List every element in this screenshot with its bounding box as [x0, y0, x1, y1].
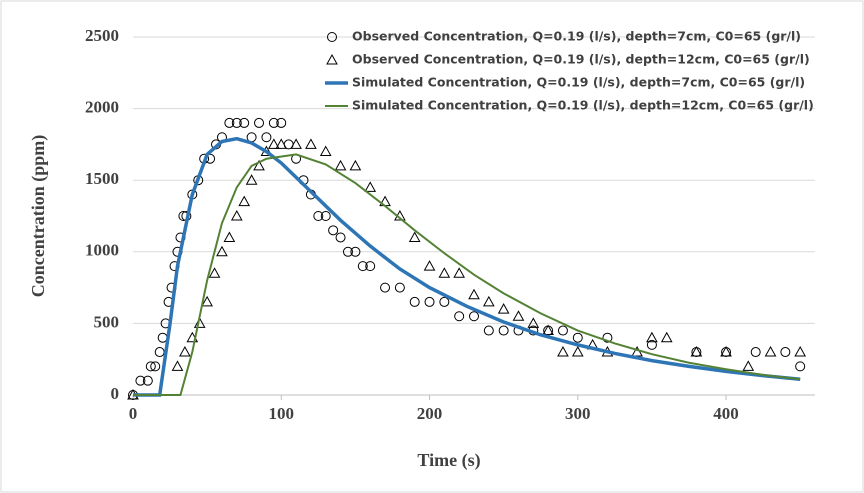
point: [350, 246, 361, 257]
point: [542, 324, 554, 336]
point: [780, 347, 791, 358]
point: [498, 325, 509, 336]
point: [142, 375, 153, 386]
point: [171, 360, 184, 371]
point: [357, 261, 368, 272]
point: [394, 282, 405, 293]
point: [497, 303, 510, 314]
point: [290, 138, 302, 149]
point: [364, 181, 377, 192]
point: [482, 295, 495, 307]
point: [571, 346, 584, 357]
point: [423, 260, 436, 271]
point: [319, 145, 332, 157]
point: [349, 159, 362, 171]
point: [795, 361, 806, 372]
point: [646, 339, 657, 350]
point: [512, 310, 525, 321]
point: [750, 347, 761, 358]
point: [557, 346, 569, 357]
point: [208, 267, 221, 278]
point: [424, 296, 435, 307]
legend-label: Observed Concentration, Q=0.19 (l/s), de…: [352, 29, 801, 44]
point: [794, 346, 807, 357]
x-axis-label: Time (s): [417, 450, 480, 471]
x-tick-label: 400: [713, 404, 739, 423]
point: [334, 159, 347, 171]
point: [557, 325, 568, 336]
point: [527, 317, 540, 328]
point: [320, 211, 331, 221]
y-tick-label: 0: [111, 384, 120, 403]
point: [254, 117, 265, 128]
point: [454, 311, 465, 322]
x-tick-label: 0: [129, 404, 138, 423]
point: [328, 225, 339, 236]
legend-label: Simulated Concentration, Q=0.19 (l/s), d…: [352, 75, 805, 90]
point: [342, 246, 353, 257]
x-tick-label: 300: [565, 404, 591, 423]
point: [238, 195, 251, 207]
point: [201, 295, 213, 307]
point: [145, 361, 156, 372]
point: [660, 331, 673, 343]
series-line: [133, 153, 801, 396]
point: [230, 209, 243, 221]
point: [469, 311, 479, 322]
point: [453, 267, 466, 278]
point: [380, 282, 391, 293]
point: [193, 317, 206, 328]
legend-swatch: [327, 32, 337, 42]
point: [409, 296, 420, 307]
point: [646, 331, 658, 343]
point: [468, 288, 480, 300]
point: [690, 346, 703, 357]
point: [216, 245, 228, 257]
point: [742, 360, 755, 371]
point: [223, 231, 236, 242]
legend-label: Simulated Concentration, Q=0.19 (l/s), d…: [352, 98, 814, 113]
point: [150, 361, 161, 372]
point: [764, 346, 777, 357]
y-axis-label: Concentration (ppm): [28, 135, 49, 298]
point: [305, 138, 317, 149]
legend-swatch: [326, 53, 338, 65]
point: [253, 159, 265, 171]
point: [267, 138, 280, 149]
point: [275, 138, 288, 149]
point: [438, 267, 451, 278]
point: [439, 296, 450, 307]
point: [135, 375, 146, 386]
legend-label: Observed Concentration, Q=0.19 (l/s), de…: [352, 52, 810, 67]
point: [602, 332, 613, 343]
y-tick-label: 500: [94, 312, 120, 331]
point: [572, 332, 583, 343]
y-tick-label: 2500: [85, 26, 119, 45]
point: [720, 346, 732, 357]
point: [365, 261, 376, 272]
point: [179, 346, 191, 357]
series-line: [133, 136, 801, 397]
point: [276, 117, 287, 128]
point: [239, 117, 250, 128]
x-tick-label: 100: [269, 404, 295, 423]
point: [268, 117, 279, 128]
point: [231, 117, 242, 128]
point: [261, 132, 272, 143]
point: [224, 117, 235, 128]
point: [313, 211, 324, 221]
point: [483, 325, 494, 336]
y-tick-label: 1500: [85, 169, 119, 188]
point: [408, 231, 421, 242]
x-tick-label: 200: [417, 404, 443, 423]
point: [335, 232, 346, 243]
point: [245, 174, 258, 185]
y-tick-label: 2000: [85, 98, 119, 117]
y-tick-label: 1000: [85, 241, 119, 260]
